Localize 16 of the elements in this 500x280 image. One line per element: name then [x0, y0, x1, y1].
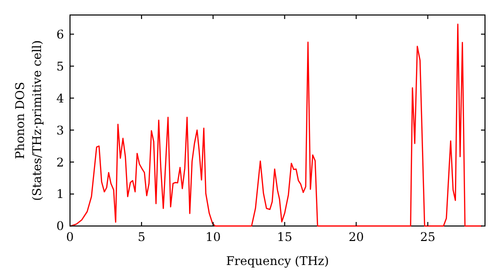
y-axis-title: Phonon DOS (States/THz·primitive cell) [13, 40, 44, 201]
line-series [69, 24, 483, 227]
x-tick-label: 25 [420, 230, 436, 244]
x-tick-label: 0 [66, 230, 74, 244]
y-tick-label: 1 [56, 187, 64, 202]
x-tick-label: 15 [277, 230, 292, 244]
x-tick-label: 5 [138, 230, 146, 244]
x-tick-label: 20 [348, 230, 364, 244]
y-tick-label: 5 [56, 59, 64, 74]
y-tick-label: 2 [56, 155, 64, 170]
y-tick-label: 4 [56, 91, 64, 106]
y-tick-label: 0 [56, 219, 64, 234]
x-axis-title: Frequency (THz) [226, 254, 329, 268]
x-tick-label: 10 [205, 230, 221, 244]
y-tick-label: 3 [56, 123, 64, 138]
y-tick-label: 6 [56, 27, 64, 42]
